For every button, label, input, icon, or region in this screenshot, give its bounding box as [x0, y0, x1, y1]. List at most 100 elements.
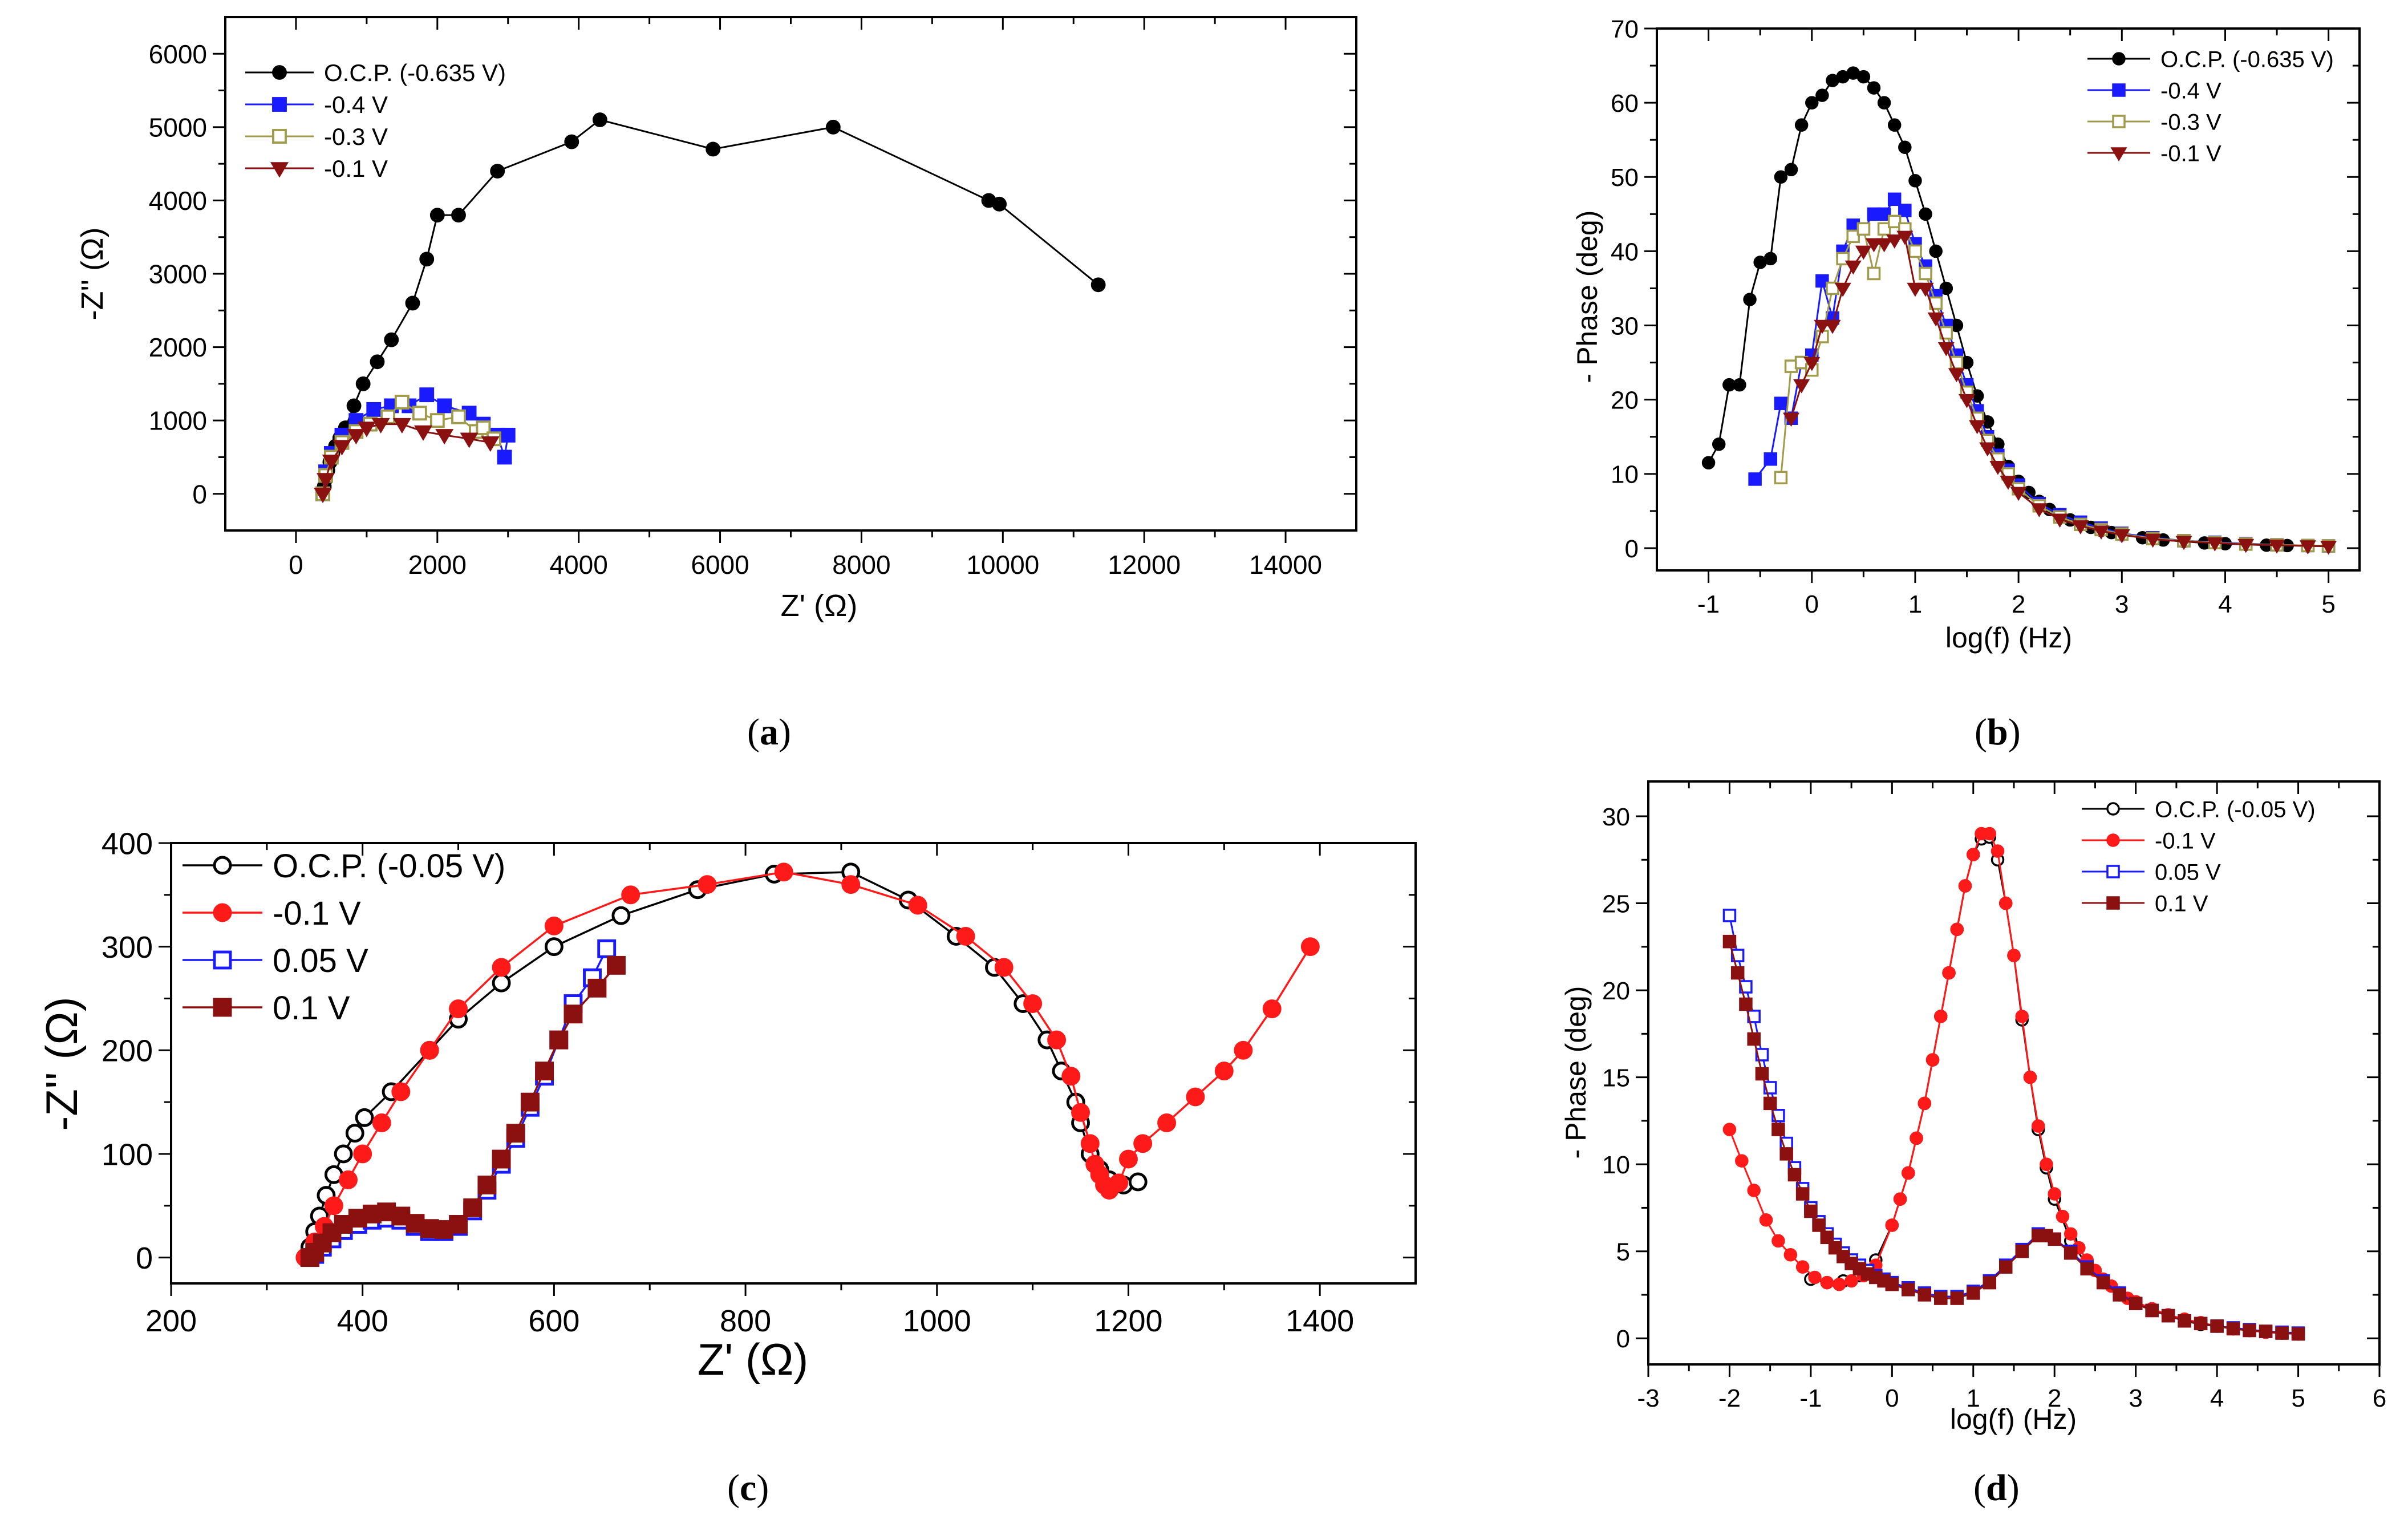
data-point — [549, 1030, 569, 1050]
legend-marker — [213, 856, 232, 875]
data-point — [1934, 1010, 1948, 1023]
data-point — [506, 1124, 525, 1143]
data-point — [1919, 207, 1932, 221]
data-point — [1908, 244, 1922, 258]
data-point — [1739, 997, 1753, 1011]
data-point — [384, 332, 399, 347]
data-point — [1898, 204, 1912, 217]
x-tick-label: -1 — [1697, 590, 1720, 618]
plot-frame — [170, 842, 1417, 1285]
y-tick-label: 40 — [1611, 238, 1639, 266]
data-point — [1846, 229, 1860, 244]
data-point — [420, 1040, 439, 1060]
data-point — [1119, 1149, 1138, 1169]
data-point — [2226, 1322, 2240, 1336]
legend-label: O.C.P. (-0.635 V) — [324, 59, 506, 86]
legend-label: O.C.P. (-0.635 V) — [2160, 47, 2334, 72]
data-point — [2010, 487, 2027, 501]
y-tick-label: 3000 — [149, 260, 207, 289]
data-point — [1071, 1103, 1090, 1122]
data-point — [1989, 461, 2006, 475]
x-tick-label: 1200 — [1094, 1304, 1162, 1338]
x-axis-label: Z' (Ω) — [781, 589, 858, 623]
data-point — [1983, 1275, 1997, 1290]
data-point — [372, 1113, 391, 1132]
data-point — [1747, 1032, 1761, 1046]
data-point — [2030, 503, 2048, 517]
series-line — [322, 119, 1099, 494]
plot-frame — [224, 16, 1357, 532]
data-point — [2064, 1246, 2078, 1260]
data-point — [1925, 1053, 1940, 1067]
y-tick-label: 30 — [1611, 312, 1639, 340]
data-point — [355, 1108, 374, 1127]
y-tick-label: 50 — [1611, 164, 1639, 192]
y-tick-label: 200 — [102, 1034, 153, 1068]
data-point — [449, 999, 468, 1019]
data-point — [1743, 293, 1757, 306]
data-point — [2113, 1288, 2126, 1302]
data-point — [1733, 378, 1746, 392]
data-point — [429, 413, 445, 428]
data-point — [2023, 1070, 2037, 1084]
y-axis-label: - Phase (deg) — [1571, 210, 1603, 383]
data-point — [2040, 1157, 2053, 1171]
data-point — [1793, 379, 1810, 394]
data-point — [1779, 1147, 1793, 1161]
data-point — [371, 418, 390, 434]
data-point — [621, 885, 640, 905]
data-point — [1991, 844, 2005, 858]
data-point — [1939, 281, 1953, 295]
data-point — [1934, 1291, 1948, 1305]
data-point — [346, 398, 362, 414]
data-point — [490, 164, 505, 179]
data-point — [437, 398, 452, 414]
y-tick-label: 60 — [1611, 90, 1639, 118]
data-point — [1722, 934, 1737, 949]
x-tick-label: 6 — [2373, 1384, 2386, 1412]
data-point — [592, 112, 607, 127]
data-point — [2320, 540, 2337, 555]
data-point — [535, 1062, 554, 1081]
series-line — [1810, 836, 2298, 1335]
data-point — [1795, 1187, 1810, 1201]
data-point — [2015, 1010, 2029, 1023]
x-tick-label: 1 — [1967, 1384, 1980, 1412]
data-point — [355, 376, 371, 391]
data-point — [1701, 456, 1716, 470]
data-point — [1929, 244, 1943, 258]
y-tick-label: 0 — [192, 479, 207, 509]
data-point — [1820, 1230, 1834, 1245]
data-point — [1999, 1260, 2013, 1274]
data-point — [460, 432, 479, 448]
panel-c: 200 400 600 800 1000 1200 1400 0 100 200 300 400 Z' … — [37, 827, 1417, 1509]
panel-caption: (c) — [727, 1467, 769, 1509]
legend-marker — [2110, 147, 2127, 161]
data-point — [1061, 1067, 1081, 1086]
data-point — [2000, 476, 2017, 490]
panel-caption: (b) — [1975, 711, 2021, 753]
x-tick-label: 4 — [2218, 590, 2232, 618]
y-tick-label: 0 — [136, 1241, 153, 1275]
data-point — [1814, 319, 1831, 334]
data-point — [366, 402, 382, 417]
data-point — [1886, 234, 1903, 249]
data-point — [1794, 118, 1809, 132]
data-point — [1999, 896, 2013, 910]
data-point — [1983, 827, 1997, 841]
plot-frame — [1656, 27, 2361, 572]
legend-marker — [270, 162, 289, 178]
data-point — [1771, 1234, 1785, 1248]
data-point — [1958, 879, 1972, 893]
y-tick-label: 400 — [102, 827, 153, 861]
data-point — [1967, 848, 1980, 861]
data-point — [1795, 1260, 1810, 1274]
data-point — [2015, 1244, 2029, 1258]
y-tick-label: 20 — [1611, 387, 1639, 415]
data-point — [698, 875, 717, 894]
data-point — [451, 409, 466, 424]
data-point — [1919, 266, 1932, 281]
legend-marker — [272, 129, 287, 144]
x-tick-label: 2 — [2012, 590, 2025, 618]
data-point — [1867, 81, 1881, 95]
